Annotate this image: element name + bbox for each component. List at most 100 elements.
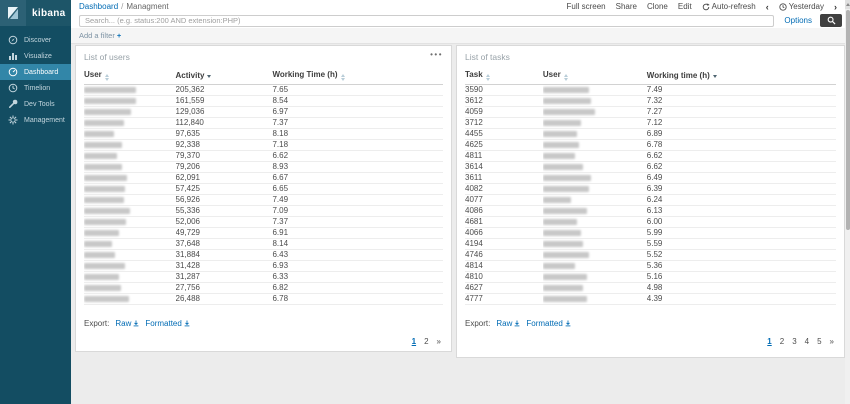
column-header-user[interactable]: User (84, 68, 176, 85)
export-raw-link[interactable]: Raw (115, 319, 139, 328)
redacted-user-name (84, 295, 129, 302)
sort-icon (104, 74, 109, 81)
clone-button[interactable]: Clone (646, 2, 668, 11)
export-formatted-link[interactable]: Formatted (526, 319, 571, 328)
sidebar-item-label: Management (24, 116, 65, 124)
redacted-user-name (84, 262, 125, 269)
table-row: 4625 6.78 (465, 139, 836, 151)
table-row: 26,488 6.78 (84, 293, 443, 305)
table-row: 4811 6.62 (465, 150, 836, 162)
export-formatted-link[interactable]: Formatted (145, 319, 190, 328)
sidebar-item-label: Discover (24, 36, 52, 44)
time-next-button[interactable]: › (834, 1, 837, 12)
breadcrumb: Dashboard / Managment (79, 2, 169, 11)
bar-chart-icon (8, 51, 18, 61)
search-icon (827, 16, 836, 25)
tasks-pagination: 1 2 3 4 5 » (465, 337, 836, 346)
sort-desc-icon (712, 75, 717, 78)
page-4-button[interactable]: 4 (804, 337, 810, 346)
table-row: 3614 6.62 (465, 161, 836, 173)
scrollbar-thumb[interactable] (845, 10, 850, 230)
table-row: 4059 7.27 (465, 106, 836, 118)
table-row: 97,635 8.18 (84, 128, 443, 140)
redacted-user-name (84, 86, 136, 93)
redacted-user-name (542, 86, 589, 93)
column-header-working-time-h-[interactable]: Working time (h) (646, 68, 836, 85)
next-page-button[interactable]: » (436, 337, 441, 346)
top-actions: Full screen Share Clone Edit Auto-refres… (566, 2, 837, 11)
page-2-button[interactable]: 2 (779, 337, 785, 346)
breadcrumb-current: Managment (126, 2, 169, 11)
share-button[interactable]: Share (615, 2, 637, 11)
table-row: 3712 7.12 (465, 117, 836, 129)
download-icon (565, 320, 571, 327)
redacted-user-name (542, 141, 579, 148)
redacted-user-name (542, 119, 581, 126)
kibana-logo-icon (0, 0, 26, 26)
page-3-button[interactable]: 3 (792, 337, 797, 346)
time-picker-button[interactable]: Yesterday (779, 2, 824, 11)
time-prev-button[interactable]: ‹ (765, 1, 769, 12)
column-header-working-time-h-[interactable]: Working Time (h) (272, 68, 443, 85)
sidebar-item-discover[interactable]: Discover (0, 32, 71, 48)
column-header-activity[interactable]: Activity (175, 68, 273, 85)
export-raw-link[interactable]: Raw (496, 319, 520, 328)
sidebar-item-dev-tools[interactable]: Dev Tools (0, 96, 71, 112)
redacted-user-name (542, 130, 577, 137)
column-header-task[interactable]: Task (465, 68, 543, 85)
table-row: 62,091 6.67 (84, 172, 443, 184)
table-row: 4746 5.52 (465, 249, 836, 261)
next-page-button[interactable]: » (829, 337, 834, 346)
export-row: Export: Raw Formatted (84, 319, 443, 328)
sidebar-item-label: Visualize (24, 52, 52, 60)
redacted-user-name (84, 185, 125, 192)
table-row: 205,362 7.65 (84, 84, 443, 96)
redacted-user-name (542, 273, 587, 280)
redacted-user-name (542, 185, 589, 192)
scroll-up-button[interactable] (845, 0, 850, 9)
sidebar-item-label: Timelion (24, 84, 51, 92)
table-row: 4681 6.00 (465, 216, 836, 228)
panel-options-icon[interactable]: ••• (430, 50, 443, 59)
sidebar-item-visualize[interactable]: Visualize (0, 48, 71, 64)
download-icon (514, 320, 520, 327)
redacted-user-name (84, 273, 119, 280)
brand-name: kibana (32, 7, 66, 19)
breadcrumb-dashboard-link[interactable]: Dashboard (79, 2, 119, 11)
sidebar-item-timelion[interactable]: Timelion (0, 80, 71, 96)
redacted-user-name (84, 152, 117, 159)
redacted-user-name (542, 163, 583, 170)
redacted-user-name (84, 141, 122, 148)
redacted-user-name (542, 229, 581, 236)
export-label: Export: (84, 319, 110, 328)
sidebar-item-dashboard[interactable]: Dashboard (0, 64, 71, 80)
page-1-button[interactable]: 1 (767, 337, 772, 346)
wrench-icon (8, 99, 18, 109)
search-button[interactable] (820, 14, 842, 27)
options-link[interactable]: Options (784, 16, 812, 25)
kibana-logo[interactable]: kibana (0, 0, 71, 26)
search-input[interactable] (79, 14, 775, 27)
breadcrumb-separator: / (121, 2, 124, 11)
page-scrollbar[interactable] (845, 0, 850, 404)
page-5-button[interactable]: 5 (817, 337, 822, 346)
export-label: Export: (465, 319, 491, 328)
table-row: 4077 6.24 (465, 194, 836, 206)
column-header-user[interactable]: User (542, 68, 647, 85)
page-1-button[interactable]: 1 (411, 337, 417, 346)
panel-list-of-users: List of users ••• User Activity Working Ti… (75, 45, 452, 352)
redacted-user-name (542, 196, 571, 203)
table-row: 4082 6.39 (465, 183, 836, 195)
download-icon (184, 320, 190, 327)
table-row: 31,428 6.93 (84, 260, 443, 272)
gear-icon (8, 115, 18, 125)
sort-icon (340, 74, 345, 81)
add-filter-button[interactable]: Add a filter + (79, 31, 122, 40)
edit-button[interactable]: Edit (677, 2, 692, 11)
redacted-user-name (84, 97, 136, 104)
gauge-icon (8, 67, 18, 77)
auto-refresh-button[interactable]: Auto-refresh (702, 2, 756, 11)
full-screen-button[interactable]: Full screen (566, 2, 606, 11)
sidebar-item-management[interactable]: Management (0, 112, 71, 128)
page-2-button[interactable]: 2 (424, 337, 429, 346)
